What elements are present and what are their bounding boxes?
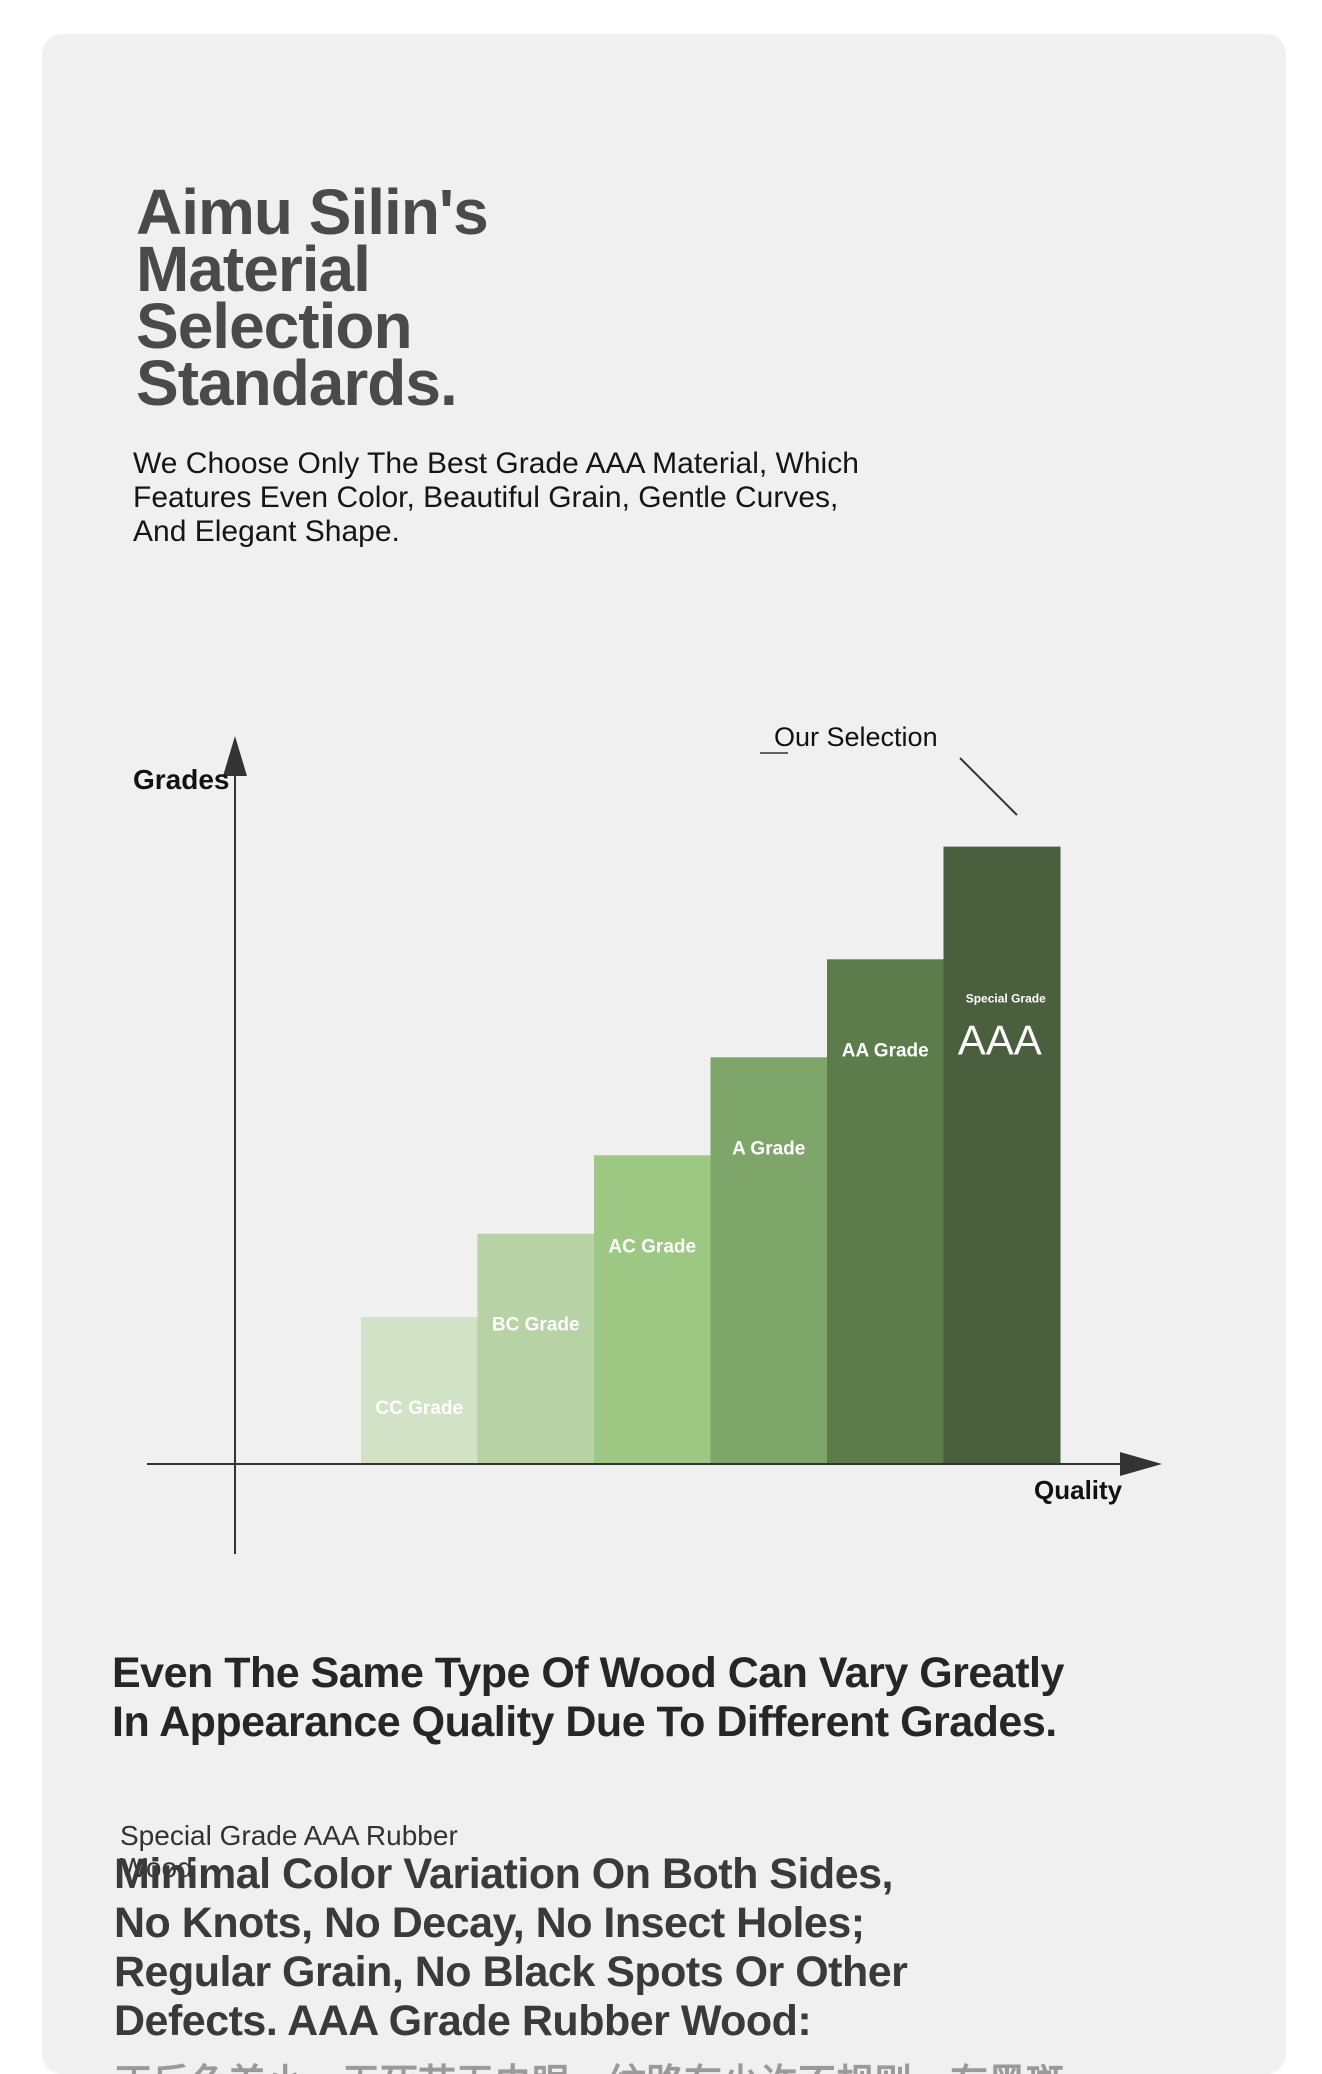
subtitle-line: Features Even Color, Beautiful Grain, Ge… [133, 481, 839, 514]
heading-line: Even The Same Type Of Wood Can Vary Grea… [112, 1649, 1064, 1697]
x-axis-arrow [1120, 1452, 1162, 1476]
bar-aaa [943, 846, 1061, 1464]
grade-description: Minimal Color Variation On Both Sides, N… [114, 1850, 908, 2046]
description-line: No Knots, No Decay, No Insect Holes; [114, 1899, 865, 1947]
labels-layer: CC Grade BC Grade AC Grade A Grade AA Grade S… [375, 992, 1046, 1419]
bar-cc-grade [361, 1317, 478, 1464]
bar-label: A Grade [732, 1138, 805, 1159]
bar-label: AAA [958, 1017, 1042, 1064]
selection-annotation: Our Selection [774, 722, 938, 752]
bar-aa-grade [827, 959, 944, 1464]
x-axis-label: Quality [1034, 1475, 1123, 1505]
subtitle-line: And Elegant Shape. [133, 515, 400, 548]
page-title: Aimu Silin's Material Selection Standard… [136, 176, 489, 419]
title-line: Selection [136, 290, 413, 362]
grade-caption: Special Grade AAA Rubber Wood [120, 1820, 458, 1883]
bar-label: CC Grade [375, 1398, 463, 1419]
section-heading: Even The Same Type Of Wood Can Vary Grea… [112, 1649, 1064, 1747]
title-line: Material [136, 233, 371, 305]
description-line: Minimal Color Variation On Both Sides, [114, 1850, 893, 1898]
bar-note-label: Special Grade [966, 992, 1046, 1006]
y-axis-arrow [223, 736, 247, 776]
heading-line: In Appearance Quality Due To Different G… [112, 1698, 1057, 1746]
description-line: Regular Grain, No Black Spots Or Other [114, 1948, 908, 1996]
chinese-description: 正反色差小，无死节无虫眼，纹路有少许不规则，有黑斑 [114, 2064, 1064, 2074]
bar-label: AA Grade [842, 1040, 929, 1061]
bar-label: BC Grade [492, 1315, 580, 1336]
annotation-leader [959, 757, 1018, 816]
content-card: Aimu Silin's Material Selection Standard… [42, 34, 1286, 2074]
bar-label: AC Grade [608, 1236, 696, 1257]
y-axis-label: Grades [133, 764, 230, 795]
bar-ac-grade [594, 1155, 711, 1464]
bar-bc-grade [477, 1233, 595, 1464]
grade-chart: Grades Quality Our Selection CC Grade BC … [133, 722, 1162, 1554]
title-line: Standards. [136, 347, 458, 419]
page-subtitle: We Choose Only The Best Grade AAA Materi… [133, 447, 993, 549]
title-line: Aimu Silin's [136, 176, 489, 248]
subtitle-line: We Choose Only The Best Grade AAA Materi… [133, 447, 859, 480]
bar-a-grade [710, 1057, 828, 1464]
bars-layer [361, 846, 1061, 1464]
description-line: Defects. AAA Grade Rubber Wood: [114, 1997, 812, 2045]
